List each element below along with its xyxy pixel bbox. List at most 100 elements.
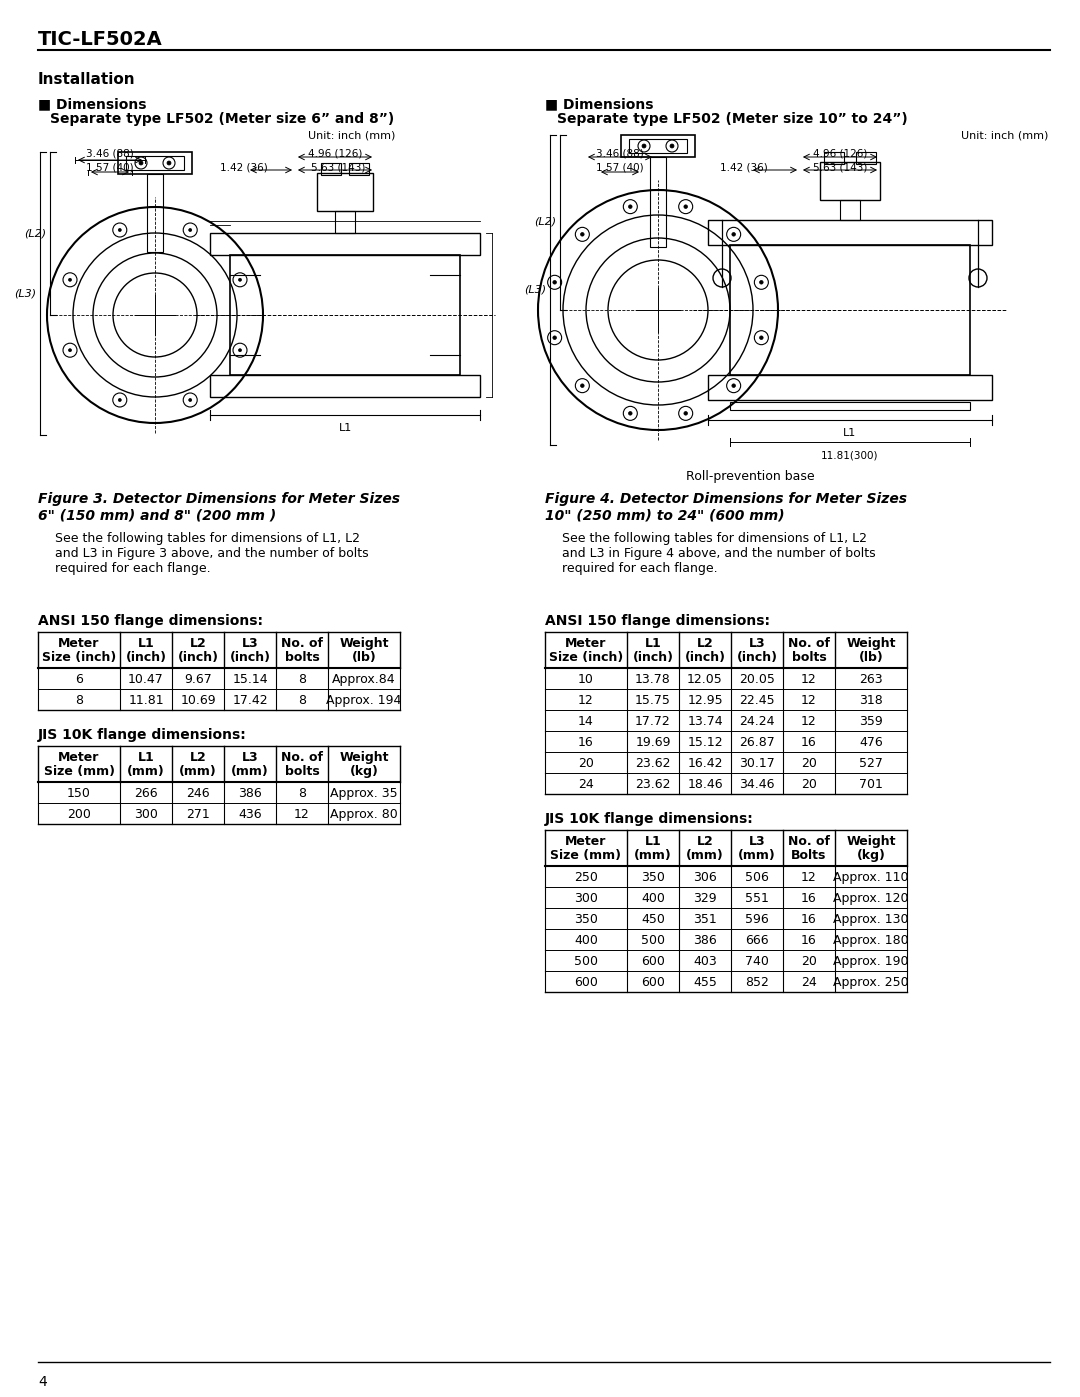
Text: 4.96 (126): 4.96 (126) (308, 148, 362, 158)
Text: (inch): (inch) (229, 651, 270, 664)
Text: ANSI 150 flange dimensions:: ANSI 150 flange dimensions: (545, 615, 770, 629)
Text: 11.81: 11.81 (129, 694, 164, 707)
Text: 14: 14 (578, 715, 594, 728)
Text: 3.46 (88): 3.46 (88) (596, 148, 644, 158)
Text: 666: 666 (745, 935, 769, 947)
Text: 10.69: 10.69 (180, 694, 216, 707)
Text: 600: 600 (642, 977, 665, 989)
Text: Figure 3. Detector Dimensions for Meter Sizes
6" (150 mm) and 8" (200 mm ): Figure 3. Detector Dimensions for Meter … (38, 492, 400, 522)
Text: (lb): (lb) (859, 651, 883, 664)
Text: Approx. 250: Approx. 250 (833, 977, 908, 989)
Bar (318, 173, 373, 211)
Text: 350: 350 (575, 914, 598, 926)
Text: L3: L3 (748, 637, 766, 650)
Bar (856, 152, 876, 163)
Text: 24: 24 (578, 778, 594, 791)
Text: Size (inch): Size (inch) (549, 651, 623, 664)
Text: Meter: Meter (565, 835, 607, 848)
Text: Meter: Meter (565, 637, 607, 650)
Bar (650, 156, 666, 247)
Circle shape (239, 278, 242, 281)
Text: Meter: Meter (58, 752, 99, 764)
Text: See the following tables for dimensions of L1, L2
and L3 in Figure 4 above, and : See the following tables for dimensions … (562, 532, 876, 576)
Text: No. of: No. of (281, 752, 323, 764)
Text: Unit: inch (mm): Unit: inch (mm) (960, 130, 1048, 140)
Circle shape (239, 349, 242, 352)
Text: 6: 6 (76, 673, 83, 686)
Circle shape (759, 281, 764, 284)
Text: 600: 600 (642, 956, 665, 968)
Text: (mm): (mm) (127, 766, 165, 778)
Text: (inch): (inch) (125, 651, 166, 664)
Text: L1: L1 (645, 637, 661, 650)
Text: 386: 386 (238, 787, 261, 800)
Text: 20: 20 (578, 757, 594, 770)
Text: 701: 701 (859, 778, 883, 791)
Text: 11.81(300): 11.81(300) (821, 450, 879, 460)
Text: Size (mm): Size (mm) (551, 849, 621, 862)
Text: No. of: No. of (788, 637, 831, 650)
Text: 300: 300 (134, 807, 158, 821)
Text: 329: 329 (693, 893, 717, 905)
Text: No. of: No. of (788, 835, 831, 848)
Text: 8: 8 (298, 694, 306, 707)
Text: 16: 16 (578, 736, 594, 749)
Text: TIC-LF502A: TIC-LF502A (38, 29, 163, 49)
Text: 8: 8 (298, 787, 306, 800)
Text: L3: L3 (748, 835, 766, 848)
Text: Unit: inch (mm): Unit: inch (mm) (308, 130, 395, 140)
Circle shape (68, 349, 71, 352)
Text: No. of: No. of (281, 637, 323, 650)
Text: Size (inch): Size (inch) (42, 651, 117, 664)
Text: 20: 20 (801, 757, 816, 770)
Text: 351: 351 (693, 914, 717, 926)
Text: 13.74: 13.74 (687, 715, 723, 728)
Text: 20: 20 (801, 956, 816, 968)
Bar (210, 233, 480, 256)
Text: 34.46: 34.46 (739, 778, 774, 791)
Text: 400: 400 (642, 893, 665, 905)
Text: (lb): (lb) (352, 651, 376, 664)
Text: (L2): (L2) (24, 228, 46, 237)
Circle shape (553, 281, 556, 284)
Text: 12: 12 (294, 807, 310, 821)
Text: 15.75: 15.75 (635, 694, 671, 707)
Text: 1.42 (36): 1.42 (36) (220, 163, 268, 173)
Text: 3.46 (88): 3.46 (88) (86, 148, 134, 158)
Text: (L3): (L3) (14, 288, 36, 298)
Circle shape (119, 229, 121, 232)
Bar (321, 163, 341, 175)
Bar (126, 156, 184, 170)
Text: (inch): (inch) (177, 651, 218, 664)
Text: Approx. 130: Approx. 130 (834, 914, 908, 926)
Text: L1: L1 (137, 752, 154, 764)
Text: 17.42: 17.42 (232, 694, 268, 707)
Text: L1: L1 (645, 835, 661, 848)
Text: Roll-prevention base: Roll-prevention base (686, 469, 814, 483)
Text: bolts: bolts (792, 651, 826, 664)
Text: Meter: Meter (58, 637, 99, 650)
Text: 318: 318 (859, 694, 882, 707)
Text: Installation: Installation (38, 73, 136, 87)
Text: L2: L2 (190, 752, 206, 764)
Text: 17.72: 17.72 (635, 715, 671, 728)
Circle shape (629, 412, 632, 415)
Text: 852: 852 (745, 977, 769, 989)
Text: 26.87: 26.87 (739, 736, 774, 749)
Text: 150: 150 (67, 787, 91, 800)
Text: 596: 596 (745, 914, 769, 926)
Circle shape (167, 161, 171, 165)
Bar (349, 163, 369, 175)
Circle shape (684, 412, 688, 415)
Text: (mm): (mm) (686, 849, 724, 862)
Bar (629, 138, 687, 154)
Text: 306: 306 (693, 870, 717, 884)
Circle shape (581, 384, 584, 387)
Text: 476: 476 (859, 736, 882, 749)
Text: L3: L3 (242, 637, 258, 650)
Text: (mm): (mm) (738, 849, 775, 862)
Text: ■ Dimensions: ■ Dimensions (38, 96, 147, 110)
Circle shape (119, 398, 121, 401)
Text: Weight: Weight (847, 637, 895, 650)
Bar (708, 219, 993, 244)
